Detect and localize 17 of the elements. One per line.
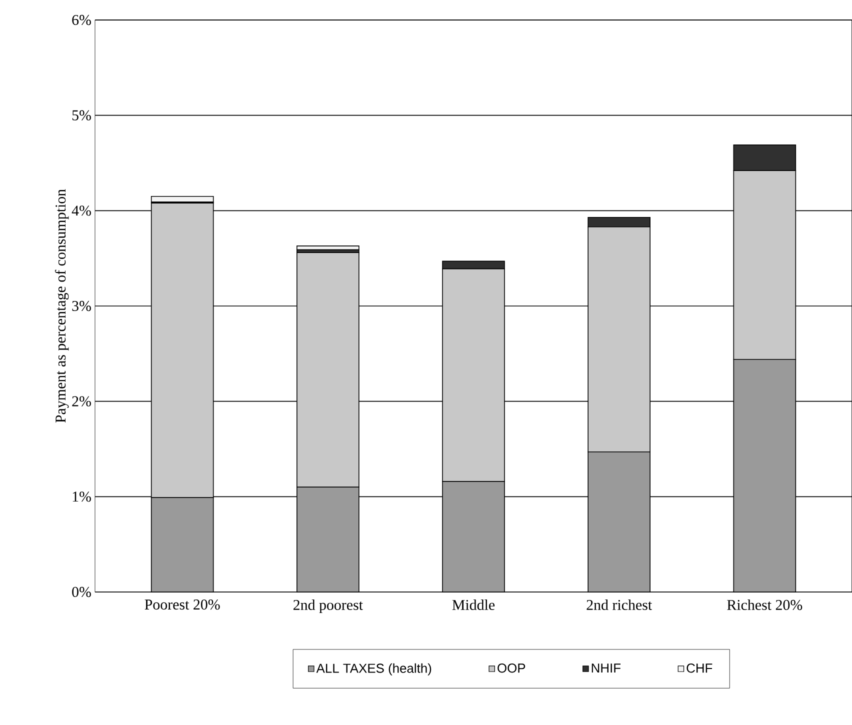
y-axis-title: Payment as percentage of consumption bbox=[54, 189, 69, 423]
legend-label: CHF bbox=[686, 664, 712, 673]
y-tick-label: 0% bbox=[72, 586, 91, 598]
legend-label: ALL TAXES (health) bbox=[316, 663, 432, 676]
y-tick-label: 2% bbox=[72, 396, 91, 406]
y-tick-label: 4% bbox=[72, 206, 91, 216]
y-tick-label: 1% bbox=[72, 492, 91, 502]
x-tick-label: 2nd poorest bbox=[294, 600, 363, 614]
y-tick-label: 5% bbox=[72, 110, 91, 120]
y-tick-label: 6% bbox=[72, 14, 91, 26]
y-tick-label: 3% bbox=[72, 300, 91, 312]
x-tick-label: Richest 20% bbox=[727, 600, 802, 610]
legend-label: NHIF bbox=[592, 664, 621, 672]
x-tick-label: Poorest 20% bbox=[144, 600, 220, 610]
x-tick-label: Middle bbox=[452, 600, 495, 610]
legend-label: OOP bbox=[498, 664, 526, 673]
x-tick-label: 2nd richest bbox=[586, 600, 652, 610]
